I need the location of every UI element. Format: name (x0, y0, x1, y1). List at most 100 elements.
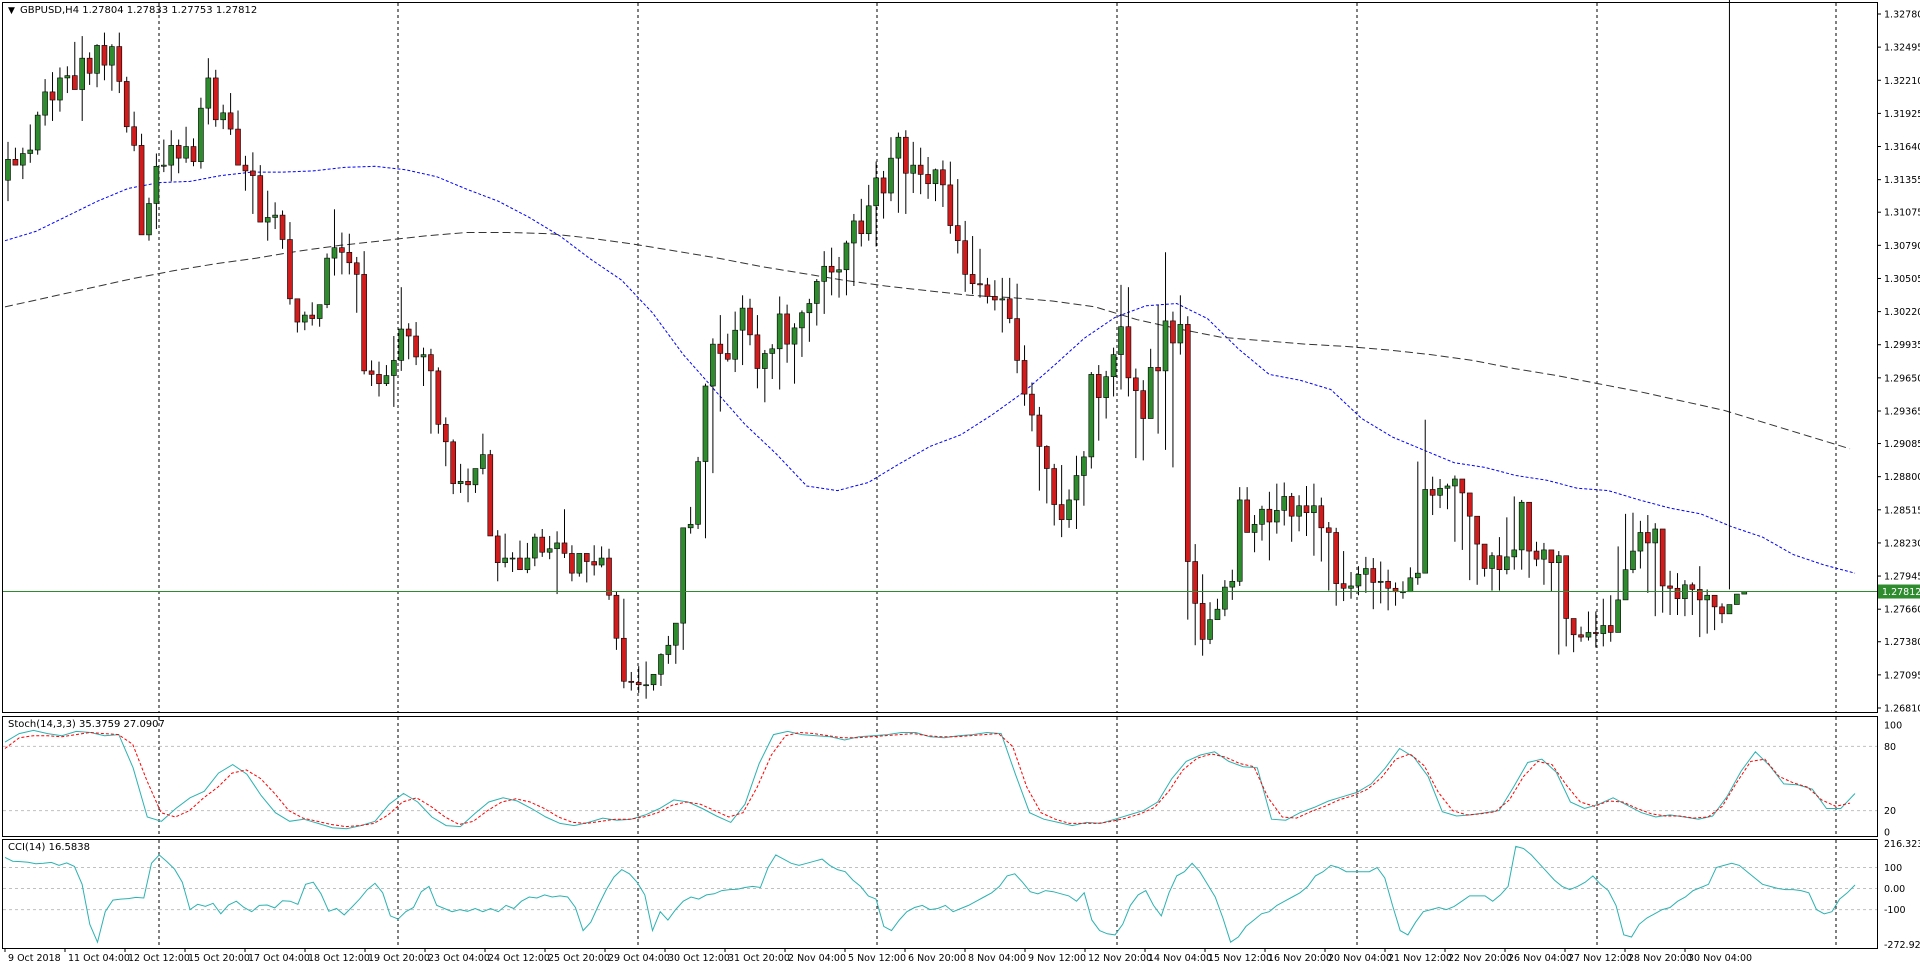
bull-candle (1600, 625, 1607, 634)
bull-candle (910, 164, 917, 174)
price-tick-label: 1.30220 (1884, 307, 1920, 318)
bull-candle (665, 644, 672, 655)
bull-candle (932, 169, 939, 185)
bull-candle (198, 107, 204, 162)
bull-candle (1377, 580, 1384, 583)
price-tick-label: 1.27945 (1884, 572, 1920, 583)
bear-candle (405, 328, 412, 337)
cci-panel-frame (2, 839, 1878, 949)
bull-candle (672, 622, 679, 646)
bear-candle (339, 247, 345, 253)
bull-candle (1274, 510, 1280, 523)
bull-candle (1207, 619, 1213, 640)
bull-candle (1259, 508, 1265, 525)
bull-candle (546, 548, 553, 553)
bear-candle (1496, 555, 1503, 570)
bull-candle (272, 214, 278, 218)
symbol-triangle-icon[interactable]: ▼ (8, 6, 15, 16)
bear-candle (1526, 501, 1532, 552)
price-tick-label: 1.29935 (1884, 340, 1920, 351)
bull-candle (1162, 320, 1169, 372)
bear-candle (435, 370, 442, 425)
bear-candle (1325, 527, 1332, 533)
bull-candle (316, 304, 323, 319)
bear-candle (1006, 298, 1013, 319)
time-tick-label: 5 Nov 12:00 (848, 953, 906, 964)
bear-candle (487, 454, 494, 537)
bear-candle (606, 557, 612, 596)
bear-candle (413, 335, 419, 358)
time-tick-label: 20 Nov 04:00 (1328, 953, 1392, 964)
bear-candle (747, 307, 753, 336)
time-tick-label: 14 Nov 04:00 (1148, 953, 1212, 964)
bull-candle (806, 303, 813, 314)
bull-candle (1437, 487, 1443, 496)
time-tick-label: 19 Oct 20:00 (368, 953, 430, 964)
bull-candle (1734, 593, 1740, 605)
bear-candle (1170, 320, 1176, 344)
price-tick-label: 1.31640 (1884, 142, 1920, 153)
bear-candle (49, 91, 56, 101)
slow-moving-average (4, 232, 1851, 450)
bull-candle (1726, 604, 1733, 615)
time-tick-label: 21 Nov 12:00 (1388, 953, 1452, 964)
cci-line (4, 845, 1856, 944)
bear-candle (1133, 377, 1139, 391)
time-tick-label: 22 Nov 20:00 (1448, 953, 1512, 964)
bull-candle (509, 557, 516, 560)
bear-candle (1578, 634, 1584, 638)
bear-candle (1689, 584, 1696, 590)
bear-candle (621, 637, 627, 682)
price-tick-label: 1.27660 (1884, 605, 1920, 616)
bear-candle (635, 682, 642, 686)
bear-candle (1719, 606, 1725, 615)
price-tick-label: 1.28230 (1884, 538, 1920, 549)
bear-candle (123, 81, 130, 128)
bear-candle (1021, 360, 1028, 395)
bull-candle (1214, 608, 1221, 620)
bull-candle (650, 673, 657, 686)
bull-candle (1444, 485, 1451, 489)
bear-candle (235, 128, 241, 166)
time-tick-label: 30 Oct 12:00 (668, 953, 730, 964)
bear-candle (613, 594, 620, 639)
time-tick-label: 27 Nov 12:00 (1568, 953, 1632, 964)
time-tick-label: 11 Oct 04:00 (68, 953, 130, 964)
bull-candle (865, 205, 872, 235)
bull-candle (1081, 456, 1087, 476)
bull-candle (161, 164, 167, 167)
bull-candle (554, 542, 560, 550)
cci-tick-label: 0.00 (1884, 884, 1905, 895)
bear-candle (86, 57, 93, 74)
bull-candle (1147, 367, 1154, 419)
bear-candle (116, 46, 123, 82)
bear-candle (1155, 367, 1161, 372)
bear-candle (1140, 390, 1147, 419)
current-price-badge (1878, 584, 1920, 599)
bull-candle (1518, 501, 1525, 551)
bull-candle (710, 343, 716, 387)
bull-candle (762, 353, 768, 369)
bear-candle (1429, 489, 1436, 496)
bull-candle (532, 536, 538, 559)
cci-tick-label: -100 (1884, 905, 1906, 916)
time-tick-label: 28 Nov 20:00 (1628, 953, 1692, 964)
bear-candle (1303, 505, 1310, 514)
bull-candle (1422, 489, 1429, 574)
bear-candle (1192, 561, 1198, 604)
bull-candle (472, 468, 479, 486)
price-tick-label: 1.29085 (1884, 439, 1920, 450)
price-tick-label: 1.26810 (1884, 704, 1920, 715)
bull-candle (1066, 499, 1072, 520)
time-tick-label: 16 Nov 20:00 (1268, 953, 1332, 964)
main-panel-frame (2, 2, 1878, 713)
bull-candle (1222, 586, 1228, 610)
bear-candle (754, 334, 761, 369)
bear-candle (1058, 504, 1065, 520)
price-axis: 1.32780 1.32495 1.32210 1.31925 1.31640 1.313… (1877, 10, 1920, 951)
cci-line (4, 845, 1856, 944)
bull-candle (524, 557, 531, 570)
bear-candle (368, 370, 375, 375)
bull-candle (205, 77, 212, 109)
